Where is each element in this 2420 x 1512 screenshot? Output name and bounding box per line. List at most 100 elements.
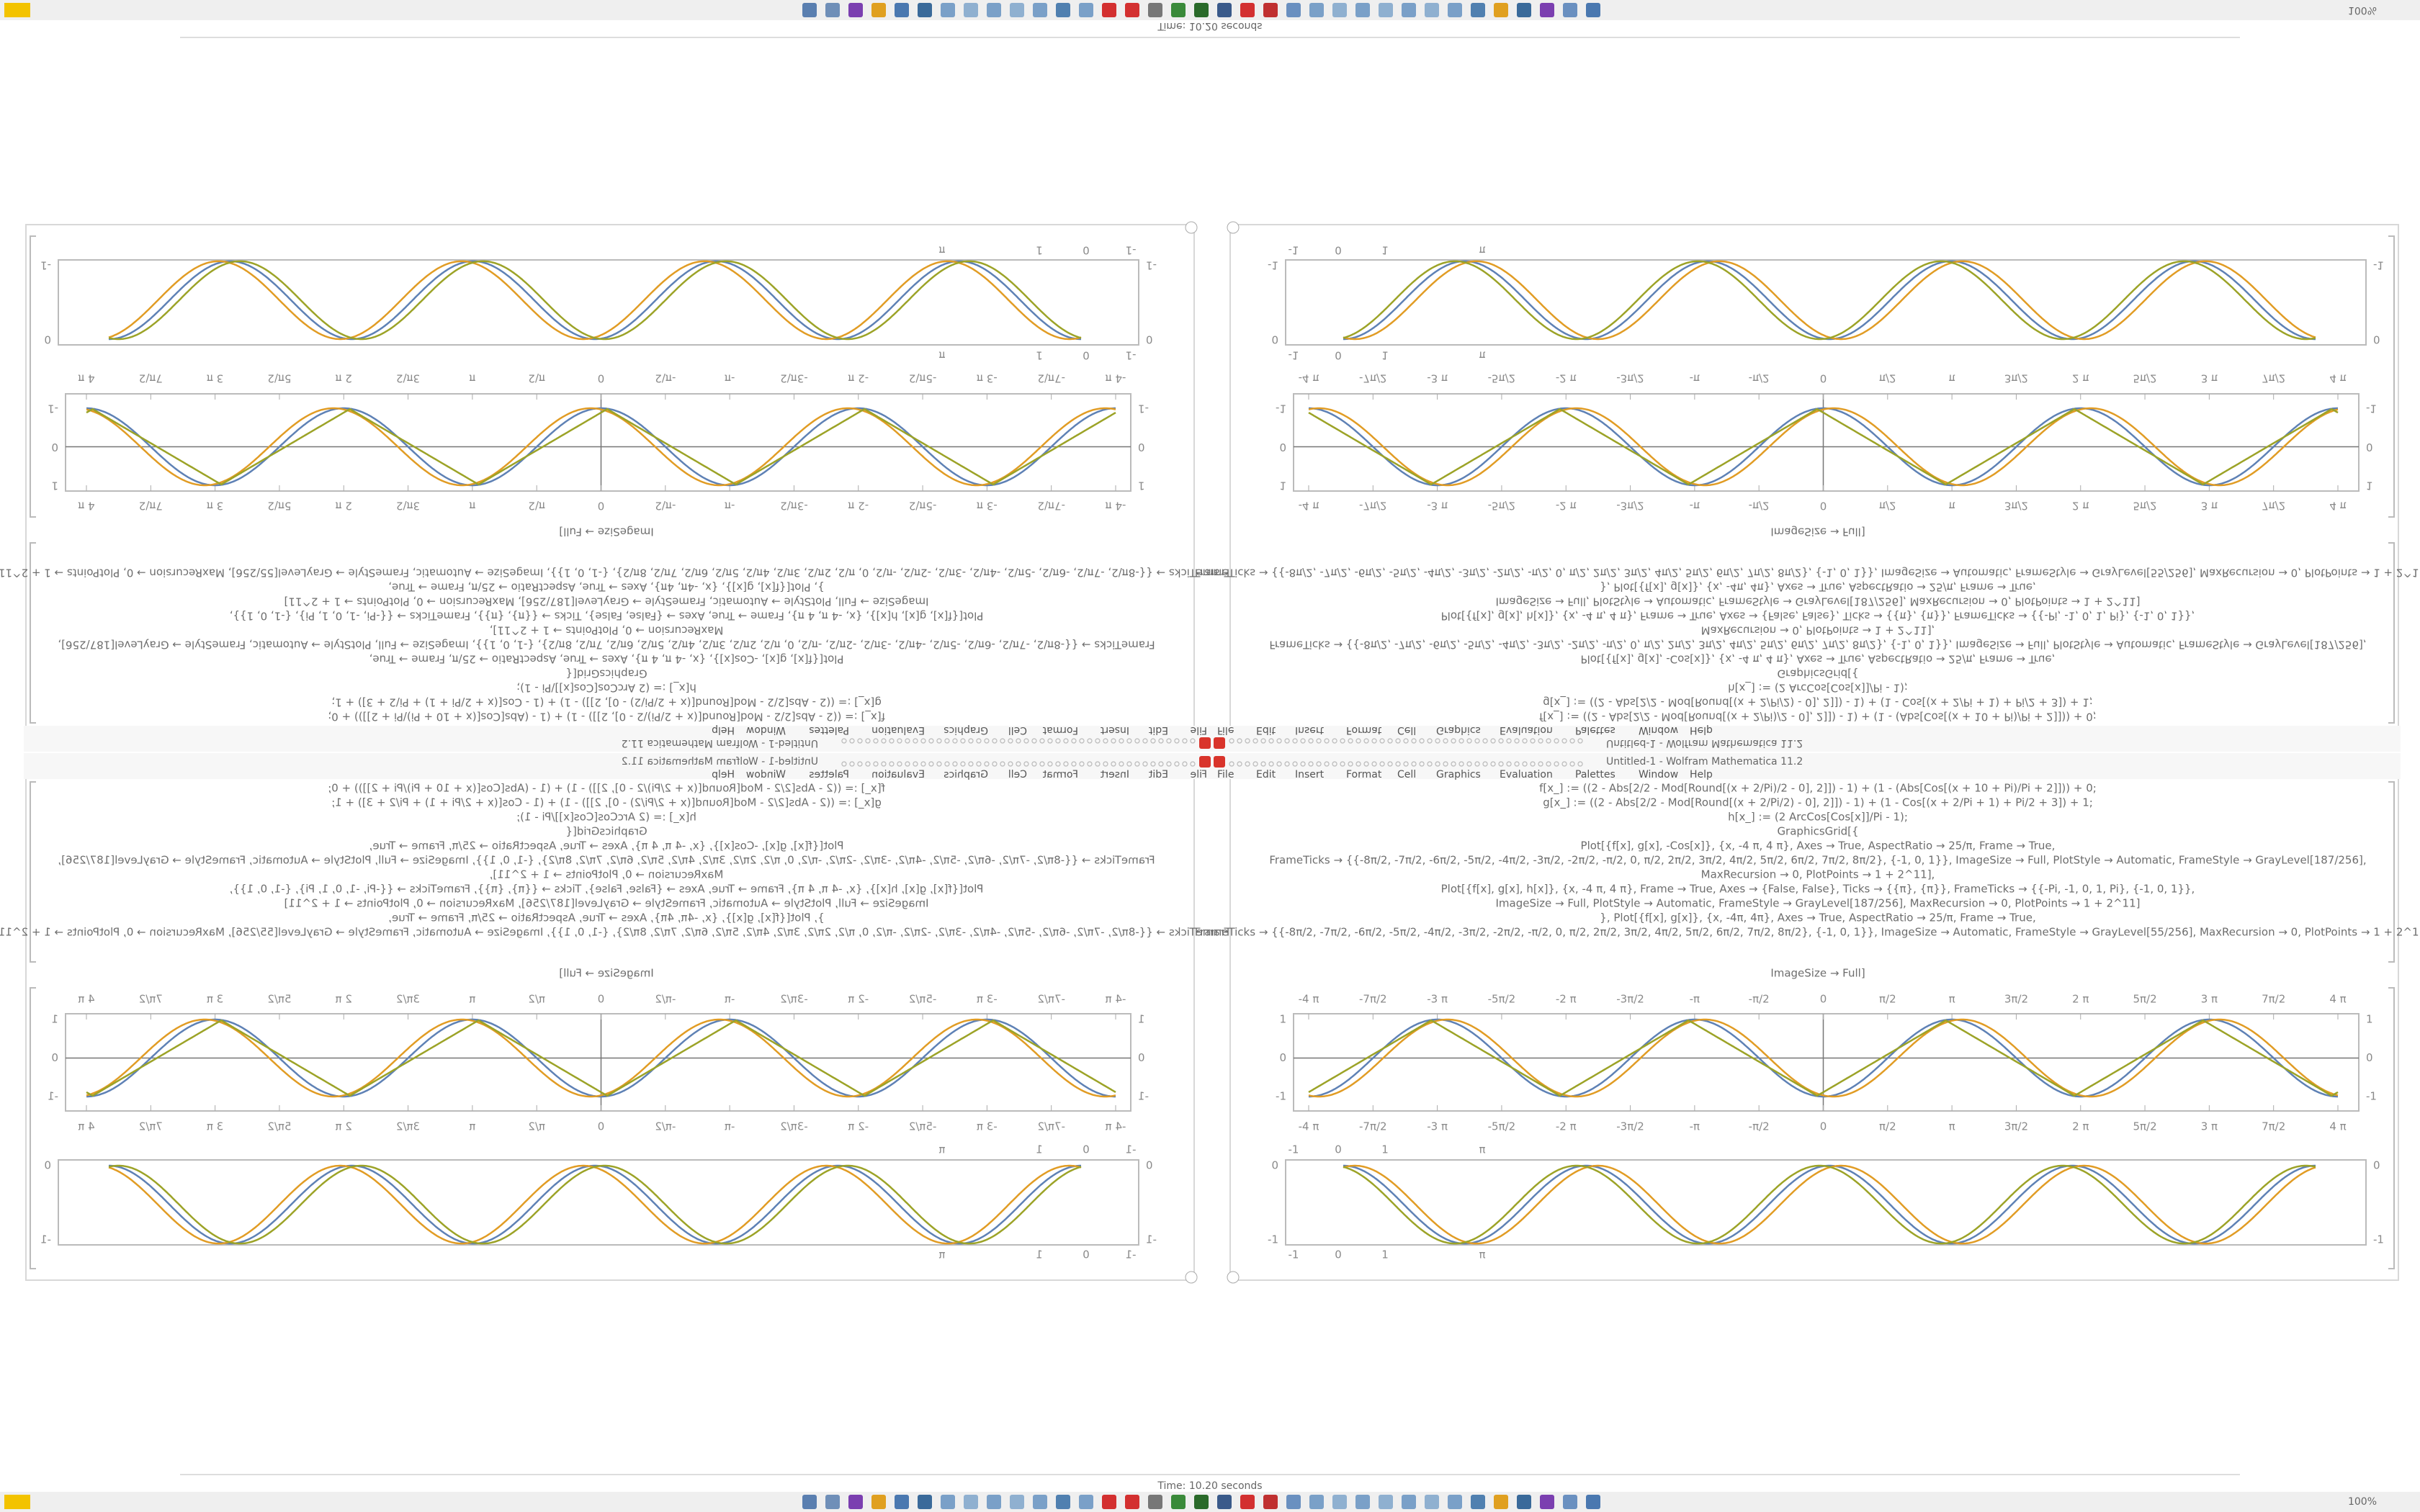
start-icon[interactable] bbox=[4, 1495, 30, 1509]
menu-item[interactable]: Cell bbox=[1008, 769, 1027, 780]
taskbar-icon[interactable] bbox=[1033, 3, 1047, 17]
taskbar-icon[interactable] bbox=[1586, 3, 1600, 17]
taskbar-icon[interactable] bbox=[941, 1495, 955, 1509]
menu-item[interactable]: Cell bbox=[1008, 724, 1027, 736]
taskbar-icon[interactable] bbox=[1448, 1495, 1462, 1509]
menu-item[interactable]: Format bbox=[1346, 769, 1382, 780]
menu-item[interactable]: Graphics bbox=[944, 769, 988, 780]
taskbar-icon[interactable] bbox=[1471, 3, 1485, 17]
taskbar-icon[interactable] bbox=[918, 3, 932, 17]
taskbar-icon[interactable] bbox=[1379, 3, 1393, 17]
menu-item[interactable]: Insert bbox=[1295, 769, 1325, 780]
taskbar-icon[interactable] bbox=[1332, 3, 1347, 17]
taskbar-icon[interactable] bbox=[1217, 1495, 1232, 1509]
taskbar-icon[interactable] bbox=[871, 1495, 886, 1509]
taskbar-icon[interactable] bbox=[1355, 3, 1370, 17]
taskbar-icon[interactable] bbox=[1010, 1495, 1024, 1509]
close-button[interactable] bbox=[1214, 737, 1225, 749]
menu-item[interactable]: Palettes bbox=[809, 769, 849, 780]
menu-item[interactable]: Palettes bbox=[1575, 769, 1615, 780]
menu-item[interactable]: File bbox=[1191, 724, 1207, 736]
menu-item[interactable]: Insert bbox=[1100, 769, 1129, 780]
taskbar-icon[interactable] bbox=[848, 1495, 863, 1509]
menu-item[interactable]: File bbox=[1217, 724, 1234, 736]
taskbar-icon[interactable] bbox=[1079, 1495, 1093, 1509]
taskbar-icon[interactable] bbox=[825, 3, 840, 17]
menu-item[interactable]: Edit bbox=[1256, 769, 1276, 780]
taskbar-icon[interactable] bbox=[1217, 3, 1232, 17]
taskbar-icon[interactable] bbox=[1309, 3, 1324, 17]
add-cell-button[interactable] bbox=[1185, 1271, 1198, 1284]
menu-item[interactable]: Window bbox=[746, 769, 786, 780]
menu-item[interactable]: Evaluation bbox=[871, 769, 925, 780]
menu-item[interactable]: Help bbox=[1690, 769, 1713, 780]
taskbar-icon[interactable] bbox=[1194, 1495, 1209, 1509]
taskbar-icon[interactable] bbox=[895, 1495, 909, 1509]
taskbar-icon[interactable] bbox=[802, 1495, 817, 1509]
taskbar-icon[interactable] bbox=[1355, 1495, 1370, 1509]
menu-item[interactable]: Graphics bbox=[944, 724, 988, 736]
menu-item[interactable]: Evaluation bbox=[1500, 769, 1553, 780]
taskbar-icon[interactable] bbox=[1517, 1495, 1531, 1509]
taskbar-icon[interactable] bbox=[802, 3, 817, 17]
taskbar-icon[interactable] bbox=[1494, 3, 1508, 17]
menu-item[interactable]: Palettes bbox=[1575, 724, 1615, 736]
taskbar-icon[interactable] bbox=[871, 3, 886, 17]
taskbar-icon[interactable] bbox=[1171, 1495, 1186, 1509]
menu-item[interactable]: Edit bbox=[1256, 724, 1276, 736]
taskbar-icon[interactable] bbox=[1471, 1495, 1485, 1509]
taskbar-icon[interactable] bbox=[1494, 1495, 1508, 1509]
menu-item[interactable]: Format bbox=[1346, 724, 1382, 736]
taskbar-icon[interactable] bbox=[1010, 3, 1024, 17]
taskbar-icon[interactable] bbox=[1056, 1495, 1070, 1509]
add-cell-button[interactable] bbox=[1185, 221, 1198, 234]
start-icon[interactable] bbox=[4, 3, 30, 17]
taskbar-icon[interactable] bbox=[964, 3, 978, 17]
menu-item[interactable]: Graphics bbox=[1436, 769, 1481, 780]
close-button[interactable] bbox=[1199, 737, 1211, 749]
taskbar-icon[interactable] bbox=[1540, 3, 1554, 17]
menu-item[interactable]: Edit bbox=[1148, 769, 1168, 780]
taskbar-icon[interactable] bbox=[1125, 1495, 1139, 1509]
taskbar-icon[interactable] bbox=[1286, 3, 1301, 17]
menu-item[interactable]: Cell bbox=[1397, 769, 1416, 780]
add-cell-button[interactable] bbox=[1227, 1271, 1240, 1284]
taskbar-icon[interactable] bbox=[941, 3, 955, 17]
taskbar-icon[interactable] bbox=[1102, 3, 1116, 17]
taskbar-icon[interactable] bbox=[1402, 1495, 1416, 1509]
menu-item[interactable]: Palettes bbox=[809, 724, 849, 736]
taskbar-icon[interactable] bbox=[1171, 3, 1186, 17]
taskbar-icon[interactable] bbox=[1563, 3, 1577, 17]
taskbar-icon[interactable] bbox=[1309, 1495, 1324, 1509]
taskbar-icon[interactable] bbox=[1517, 3, 1531, 17]
menu-item[interactable]: Window bbox=[1639, 724, 1678, 736]
taskbar-icon[interactable] bbox=[1332, 1495, 1347, 1509]
taskbar-icon[interactable] bbox=[1240, 1495, 1255, 1509]
menu-item[interactable]: Graphics bbox=[1436, 724, 1481, 736]
menu-item[interactable]: Window bbox=[1639, 769, 1678, 780]
menu-item[interactable]: Evaluation bbox=[1500, 724, 1553, 736]
taskbar-icon[interactable] bbox=[1102, 1495, 1116, 1509]
add-cell-button[interactable] bbox=[1227, 221, 1240, 234]
taskbar-icon[interactable] bbox=[1263, 1495, 1278, 1509]
menu-item[interactable]: Evaluation bbox=[871, 724, 925, 736]
taskbar-icon[interactable] bbox=[1148, 3, 1162, 17]
menu-item[interactable]: File bbox=[1217, 769, 1234, 780]
menu-item[interactable]: Help bbox=[712, 769, 735, 780]
menu-item[interactable]: Format bbox=[1042, 724, 1078, 736]
taskbar-icon[interactable] bbox=[848, 3, 863, 17]
taskbar-icon[interactable] bbox=[1286, 1495, 1301, 1509]
taskbar-icon[interactable] bbox=[1125, 3, 1139, 17]
taskbar-icon[interactable] bbox=[895, 3, 909, 17]
taskbar-icon[interactable] bbox=[987, 1495, 1001, 1509]
taskbar-icon[interactable] bbox=[1563, 1495, 1577, 1509]
menu-item[interactable]: Cell bbox=[1397, 724, 1416, 736]
taskbar-icon[interactable] bbox=[825, 1495, 840, 1509]
menu-item[interactable]: Help bbox=[1690, 724, 1713, 736]
close-button[interactable] bbox=[1199, 756, 1211, 768]
menu-item[interactable]: Help bbox=[712, 724, 735, 736]
taskbar-icon[interactable] bbox=[1402, 3, 1416, 17]
menu-item[interactable]: File bbox=[1191, 769, 1207, 780]
taskbar-icon[interactable] bbox=[1448, 3, 1462, 17]
taskbar-icon[interactable] bbox=[1425, 3, 1439, 17]
